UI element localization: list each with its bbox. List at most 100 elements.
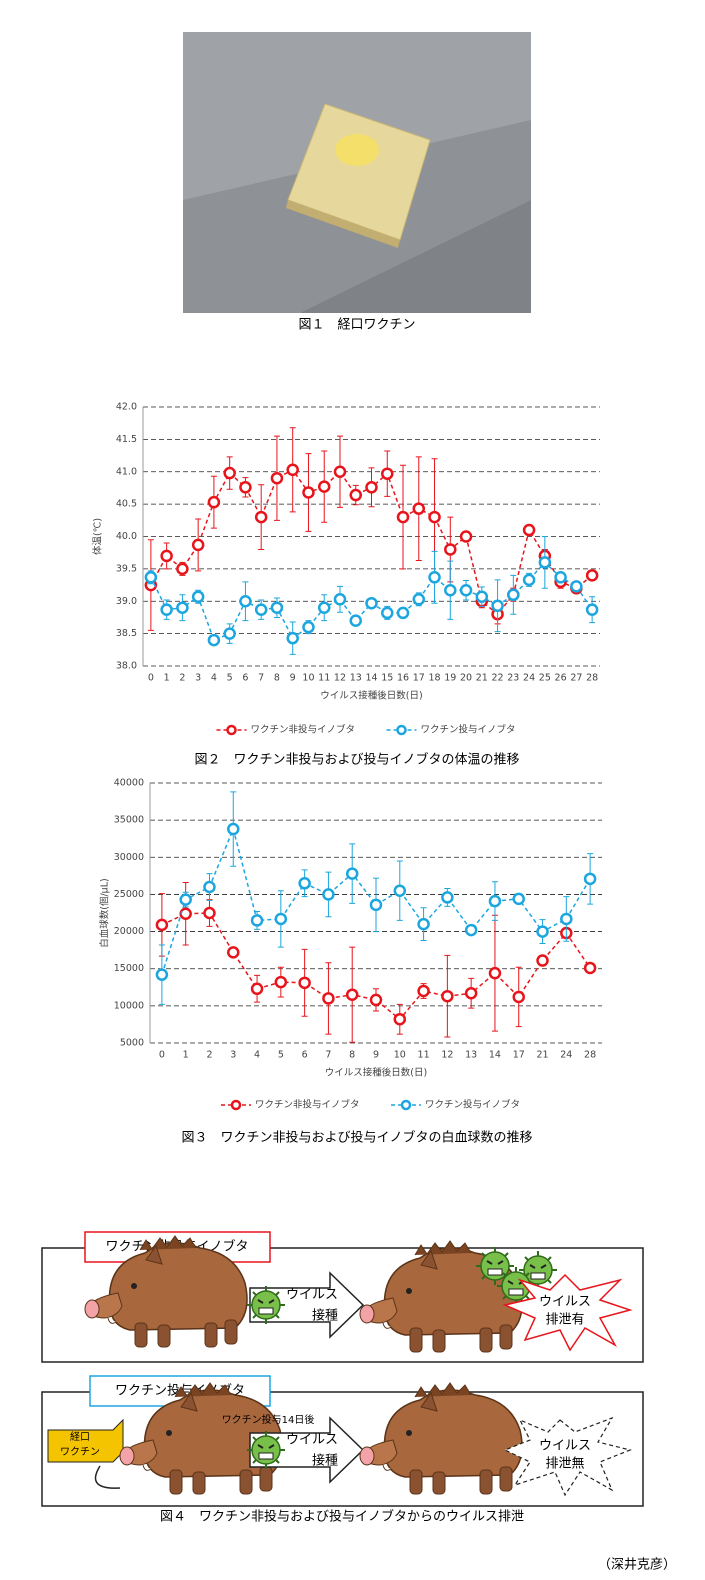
vaccine-label: 経口: [70, 1430, 90, 1443]
legend-swatch: [396, 724, 407, 736]
data-point: [444, 583, 457, 597]
data-point: [381, 606, 394, 620]
x-tick-label: 14: [365, 673, 377, 684]
data-point: [286, 463, 299, 477]
legend-label: ワクチン投与イノブタ: [425, 1099, 520, 1111]
x-tick-label: 2: [206, 1050, 212, 1061]
data-point: [491, 599, 504, 613]
x-tick-label: 21: [536, 1050, 548, 1061]
data-point: [488, 966, 502, 980]
y-tick-label: 41.0: [116, 466, 137, 477]
data-point: [428, 571, 441, 584]
data-point: [250, 982, 264, 996]
legend-swatch: [230, 1099, 242, 1111]
data-point: [302, 620, 315, 634]
data-point: [412, 502, 426, 515]
data-point: [441, 891, 454, 904]
data-point: [155, 918, 169, 932]
data-point: [396, 606, 410, 620]
x-tick-label: 27: [570, 673, 582, 684]
x-tick-label: 18: [428, 673, 440, 684]
x-tick-label: 9: [290, 673, 296, 684]
y-tick-label: 35000: [114, 815, 144, 826]
x-tick-label: 26: [555, 673, 567, 684]
data-point: [270, 601, 284, 614]
x-tick-label: 22: [492, 673, 504, 684]
data-point: [585, 603, 599, 616]
y-tick-label: 30000: [114, 852, 144, 863]
x-tick-label: 13: [350, 673, 362, 684]
data-point: [203, 880, 216, 894]
figure-caption: 図４ ワクチン非投与および投与イノブタからのウイルス排泄: [160, 1509, 524, 1525]
x-tick-label: 1: [164, 673, 170, 684]
data-point: [512, 990, 525, 1004]
y-tick-label: 40000: [114, 778, 144, 789]
x-tick-label: 19: [444, 673, 456, 684]
legend-swatch: [400, 1099, 412, 1111]
data-point: [250, 914, 264, 927]
data-point: [302, 486, 315, 499]
data-point: [583, 961, 597, 975]
y-tick-label: 40.0: [116, 531, 137, 542]
data-point: [179, 893, 192, 906]
data-point: [365, 481, 378, 494]
x-tick-label: 16: [397, 673, 409, 684]
y-tick-label: 41.5: [116, 434, 137, 445]
data-point: [536, 925, 549, 938]
legend-swatch: [226, 724, 237, 736]
x-tick-label: 12: [441, 1050, 453, 1061]
data-point: [396, 510, 410, 524]
x-tick-label: 11: [318, 673, 330, 684]
data-point: [412, 593, 426, 606]
x-tick-label: 7: [325, 1050, 331, 1061]
data-point: [333, 465, 347, 478]
data-point: [393, 1012, 407, 1026]
data-point: [203, 906, 216, 920]
figure-caption: 図３ ワクチン非投与および投与イノブタの白血球数の推移: [181, 1130, 532, 1146]
data-point: [570, 580, 583, 593]
data-point: [274, 912, 288, 926]
x-tick-label: 28: [586, 673, 598, 684]
data-point: [179, 907, 192, 920]
data-point: [298, 976, 311, 990]
x-tick-label: 8: [349, 1050, 355, 1061]
x-tick-label: 21: [476, 673, 488, 684]
figure-caption: 図１ 経口ワクチン: [298, 318, 415, 333]
x-tick-label: 17: [413, 673, 425, 684]
data-point: [554, 571, 567, 584]
data-point: [254, 603, 268, 616]
note: ワクチン投与14日後: [222, 1413, 315, 1426]
x-tick-label: 15: [381, 673, 393, 684]
data-point: [365, 596, 378, 610]
data-point: [322, 888, 335, 901]
data-point: [459, 530, 473, 543]
author: （深井克彦）: [598, 1557, 676, 1573]
data-point: [393, 884, 407, 897]
data-point: [176, 562, 189, 576]
x-tick-label: 20: [460, 673, 472, 684]
x-tick-label: 7: [258, 673, 264, 684]
x-tick-label: 5: [278, 1050, 284, 1061]
data-point: [349, 614, 362, 627]
data-point: [349, 488, 362, 502]
result-label: ウイルス: [539, 1295, 591, 1310]
x-tick-label: 23: [507, 673, 519, 684]
data-point: [522, 573, 536, 587]
y-axis-title: 白血球数(個/μL): [99, 878, 111, 947]
data-point: [270, 471, 284, 485]
data-point: [223, 627, 236, 640]
legend-label: ワクチン投与イノブタ: [421, 724, 516, 736]
data-point: [227, 946, 240, 959]
data-point: [254, 510, 268, 524]
x-tick-label: 3: [195, 673, 201, 684]
data-point: [322, 992, 335, 1005]
result-label: 排泄有: [545, 1313, 584, 1328]
data-point: [428, 510, 441, 524]
x-tick-label: 14: [489, 1050, 501, 1061]
data-point: [583, 872, 597, 886]
photo: [183, 32, 531, 313]
data-point: [345, 867, 359, 880]
data-point: [191, 538, 205, 552]
data-point: [160, 603, 173, 616]
arrow-label: ウイルス: [286, 1433, 338, 1448]
